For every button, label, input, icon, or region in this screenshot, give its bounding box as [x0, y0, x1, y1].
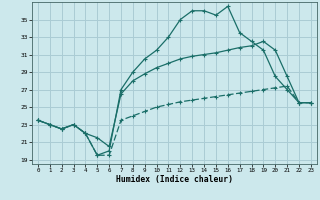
X-axis label: Humidex (Indice chaleur): Humidex (Indice chaleur) [116, 175, 233, 184]
